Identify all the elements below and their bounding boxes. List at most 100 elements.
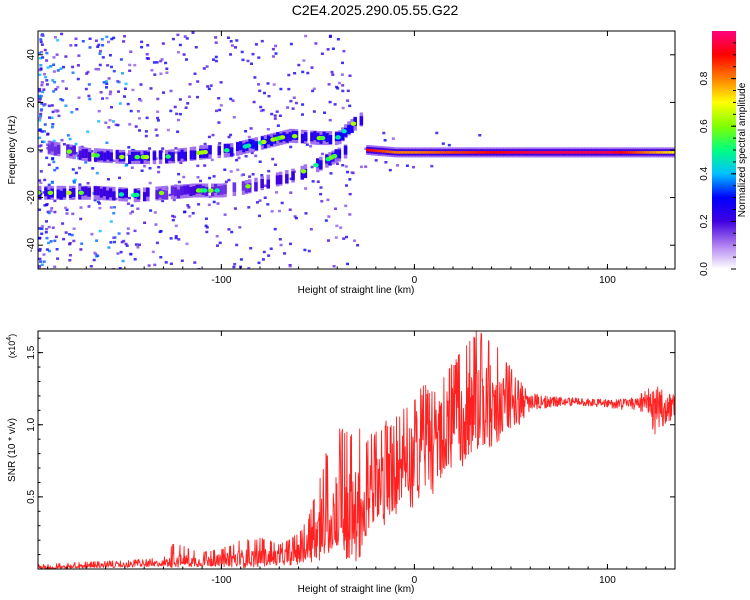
spectrogram-speckle <box>251 52 255 56</box>
spectrogram-speckle <box>176 33 180 37</box>
spectrogram-speckle <box>97 68 101 71</box>
spectrogram-speckle <box>303 248 307 252</box>
spectrogram-speckle <box>45 79 49 82</box>
spectrogram-speckle <box>280 201 284 205</box>
spectrogram-speckle <box>43 48 47 52</box>
spectrogram-track-core <box>586 151 590 154</box>
spectrogram-speckle <box>306 71 310 75</box>
spectrogram-speckle <box>405 164 409 167</box>
spectrogram-speckle <box>205 65 209 68</box>
spectrogram-speckle <box>74 37 78 40</box>
spectrogram-speckle <box>219 81 223 84</box>
spectrogram-speckle <box>321 152 324 156</box>
spectrogram-track-core <box>572 151 576 154</box>
snr-y-tick-label: 1.0 <box>26 417 37 431</box>
spectrogram-speckle <box>74 142 78 146</box>
spectrogram-speckle <box>112 236 116 239</box>
spectrogram-track-core <box>618 151 623 154</box>
spectrogram-track-peak <box>245 143 252 148</box>
snr-marks <box>38 331 675 569</box>
spectrogram-speckle <box>441 142 445 145</box>
snr-x-tick-label: 0 <box>412 575 418 586</box>
spectrogram-speckle <box>89 265 93 268</box>
spectrogram-speckle <box>92 258 96 262</box>
spectrogram-speckle <box>104 80 108 83</box>
spectrogram-track-peak <box>313 163 319 168</box>
spectrogram-speckle <box>240 50 244 54</box>
spectrogram-speckle <box>257 56 261 59</box>
spectrogram-speckle <box>116 252 120 255</box>
spectrogram-track-body <box>47 144 52 154</box>
spectrogram-speckle <box>289 177 293 180</box>
svg-text:(x104): (x104) <box>6 334 17 358</box>
spectrogram-speckle <box>40 232 44 235</box>
spectrogram-track-body <box>337 149 342 159</box>
spectrogram-speckle <box>70 111 74 114</box>
spectrogram-speckle <box>123 95 126 98</box>
spectrogram-track-peak <box>66 149 73 154</box>
spectrogram-speckle <box>144 134 148 138</box>
spectrogram-speckle <box>42 253 46 256</box>
spectrogram-track-body <box>313 131 317 141</box>
spectrogram-speckle <box>133 229 137 233</box>
spectrogram-track-body <box>183 151 187 161</box>
spectrogram-speckle <box>342 49 346 53</box>
spectrogram-speckle <box>267 169 271 173</box>
spectrogram-speckle <box>291 107 295 110</box>
spectrogram-speckle <box>60 32 64 36</box>
spectrogram-speckle <box>38 69 42 72</box>
spectrogram-track-core <box>482 151 486 154</box>
spectrogram-speckle <box>59 67 63 70</box>
spectrogram-track-core <box>447 151 451 154</box>
spectrogram-speckle <box>391 137 395 140</box>
spectrogram-track-core <box>412 151 416 154</box>
spectrogram-speckle <box>79 217 83 221</box>
spectrogram-speckle <box>78 183 82 186</box>
colorbar-tick-label: 0.2 <box>699 214 710 228</box>
spectrogram-track-core <box>407 151 412 154</box>
spectrogram-speckle <box>50 116 54 119</box>
spectrogram-track-core <box>387 150 391 153</box>
spectrogram-speckle <box>335 224 339 228</box>
spectrogram-track-body <box>62 188 67 198</box>
spectrogram-track-core <box>521 151 525 154</box>
spectrogram-speckle <box>216 202 220 205</box>
spectrogram-speckle <box>119 250 123 254</box>
spectrogram-track-core <box>614 151 618 154</box>
spectrogram-track-body <box>93 186 98 196</box>
spectrogram-speckle <box>174 236 178 240</box>
spectrogram-track-body <box>177 189 181 199</box>
spectrogram-speckle <box>90 150 94 153</box>
spectrogram-speckle <box>47 163 51 166</box>
spectrogram-speckle <box>297 63 301 67</box>
spectrogram-speckle <box>156 116 160 120</box>
spectrogram-speckle <box>173 105 177 109</box>
spectrogram-speckle <box>98 52 102 55</box>
spectrogram-track-body <box>214 184 218 193</box>
spectrogram-track-core <box>648 151 653 154</box>
spectrogram-speckle <box>250 151 254 155</box>
spectrogram-speckle <box>74 44 78 47</box>
spectrogram-speckle <box>345 184 348 187</box>
spectrogram-track-core <box>507 151 511 154</box>
spectrogram-track-core <box>417 151 421 154</box>
spectrogram-speckle <box>287 73 291 77</box>
spectrogram-track-body <box>189 150 194 160</box>
spectrogram-speckle <box>235 158 239 162</box>
spectrogram-speckle <box>183 35 187 38</box>
spectrogram-speckle <box>126 102 130 106</box>
spectrogram-track-peak <box>341 129 347 134</box>
spectrogram-speckle <box>93 198 97 202</box>
spectrogram-speckle <box>261 258 265 261</box>
spectrogram-speckle <box>140 45 144 49</box>
spectrogram-speckle <box>336 38 340 41</box>
spectrogram-x-label: Height of straight line (km) <box>298 285 415 296</box>
spectrogram-track-body <box>341 131 345 141</box>
spectrogram-speckle <box>149 209 153 212</box>
spectrogram-track-peak <box>118 192 125 197</box>
spectrogram-speckle <box>84 87 88 91</box>
spectrogram-track-body <box>66 144 70 154</box>
spectrogram-speckle <box>151 250 155 254</box>
spectrogram-track-core <box>537 151 542 154</box>
spectrogram-speckle <box>330 70 334 74</box>
